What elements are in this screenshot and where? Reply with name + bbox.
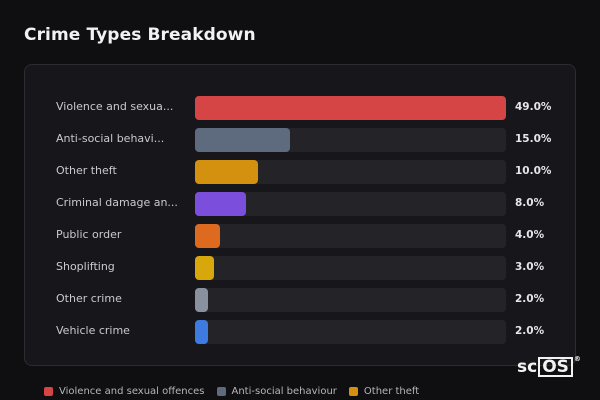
bar-row: Other theft 10.0% — [25, 160, 575, 184]
bar-category-label: Criminal damage an... — [56, 196, 178, 209]
bar-category-label: Violence and sexua... — [56, 100, 174, 113]
bar-track — [195, 96, 506, 120]
bar-track — [195, 128, 506, 152]
legend-item: Other theft — [348, 386, 420, 397]
bar-track — [195, 160, 506, 184]
bar — [195, 96, 506, 120]
bar-row: Public order 4.0% — [25, 224, 575, 248]
bar-category-label: Other crime — [56, 292, 122, 305]
bar-value-label: 2.0% — [515, 293, 545, 305]
bar-track — [195, 256, 506, 280]
bar-value-label: 4.0% — [515, 229, 545, 241]
page-title: Crime Types Breakdown — [24, 25, 256, 45]
bar — [195, 224, 221, 248]
bar-category-label: Vehicle crime — [56, 324, 130, 337]
bar — [195, 160, 259, 184]
bar — [195, 320, 208, 344]
logo-boxed: OS — [538, 357, 573, 377]
legend-item: Violence and sexual offences — [44, 386, 205, 397]
bar-value-label: 15.0% — [515, 133, 552, 145]
legend-swatch — [348, 387, 358, 396]
bar-row: Shoplifting 3.0% — [25, 256, 575, 280]
bar-track — [195, 192, 506, 216]
legend-swatch — [44, 387, 53, 396]
bar-value-label: 49.0% — [515, 101, 552, 113]
bar-row: Criminal damage an... 8.0% — [25, 192, 575, 216]
legend-label: Anti-social behaviour — [231, 386, 337, 397]
bar-row: Vehicle crime 2.0% — [25, 320, 575, 344]
bar-category-label: Anti-social behavi... — [56, 132, 165, 145]
bar-value-label: 2.0% — [515, 325, 545, 337]
legend-item: Anti-social behaviour — [216, 386, 337, 397]
bar — [195, 256, 215, 280]
bar-category-label: Other theft — [56, 164, 117, 177]
chart-panel: Violence and sexua... 49.0% Anti-social be… — [24, 64, 576, 366]
logo-reg-mark: ® — [573, 355, 581, 363]
bar — [195, 288, 208, 312]
bar-value-label: 8.0% — [515, 197, 545, 209]
bar-value-label: 10.0% — [515, 165, 552, 177]
bar-value-label: 3.0% — [515, 261, 545, 273]
bar-category-label: Shoplifting — [56, 260, 115, 273]
scos-logo: sc OS ® — [517, 355, 581, 377]
legend-label: Violence and sexual offences — [59, 386, 205, 397]
bar — [195, 192, 246, 216]
legend-label: Other theft — [363, 386, 420, 397]
logo-prefix: sc — [517, 357, 538, 377]
bar-category-label: Public order — [56, 228, 122, 241]
bar-track — [195, 224, 506, 248]
legend-swatch — [216, 387, 226, 396]
bar-row: Other crime 2.0% — [25, 288, 575, 312]
bar-track — [195, 288, 506, 312]
bar — [195, 128, 291, 152]
bar-track — [195, 320, 506, 344]
chart-legend: Violence and sexual offences Anti-social … — [44, 386, 419, 397]
bar-row: Anti-social behavi... 15.0% — [25, 128, 575, 152]
bar-row: Violence and sexua... 49.0% — [25, 96, 575, 120]
